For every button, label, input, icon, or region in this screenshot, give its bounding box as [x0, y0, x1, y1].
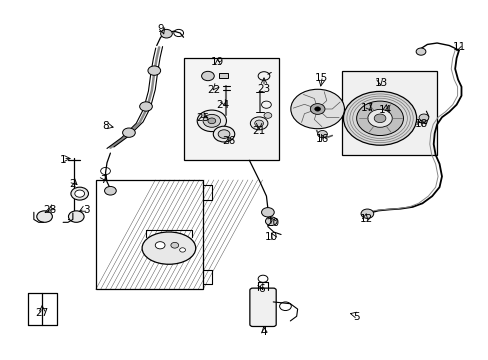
- Text: 16: 16: [315, 134, 328, 144]
- Text: 17: 17: [360, 103, 373, 113]
- Text: 12: 12: [359, 215, 372, 224]
- Text: 27: 27: [36, 309, 49, 318]
- Text: 1: 1: [60, 155, 66, 165]
- Text: 18: 18: [413, 120, 427, 129]
- Circle shape: [250, 117, 267, 130]
- Circle shape: [213, 126, 234, 142]
- Text: 22: 22: [207, 85, 221, 95]
- Circle shape: [367, 109, 391, 127]
- Circle shape: [140, 102, 152, 111]
- Circle shape: [160, 30, 172, 38]
- Circle shape: [148, 66, 160, 75]
- Circle shape: [310, 104, 325, 114]
- Circle shape: [418, 114, 428, 121]
- Circle shape: [37, 211, 52, 222]
- Circle shape: [71, 187, 88, 200]
- Circle shape: [356, 101, 403, 135]
- Text: 9: 9: [157, 24, 163, 35]
- Text: 13: 13: [374, 78, 387, 88]
- Circle shape: [122, 128, 135, 137]
- Ellipse shape: [142, 232, 195, 264]
- Text: 14: 14: [379, 105, 392, 115]
- Text: 26: 26: [222, 136, 235, 146]
- Text: 28: 28: [43, 206, 56, 216]
- Circle shape: [314, 107, 320, 111]
- Text: 24: 24: [216, 100, 229, 110]
- Text: 10: 10: [264, 232, 277, 242]
- Text: 19: 19: [211, 57, 224, 67]
- Text: 4: 4: [260, 327, 267, 337]
- Bar: [341, 71, 436, 155]
- Text: 15: 15: [314, 73, 327, 83]
- Bar: [183, 58, 278, 160]
- Circle shape: [290, 89, 344, 129]
- Circle shape: [254, 120, 263, 127]
- Circle shape: [104, 186, 116, 195]
- Circle shape: [197, 110, 226, 132]
- Text: 21: 21: [252, 126, 265, 135]
- Circle shape: [265, 217, 277, 226]
- FancyBboxPatch shape: [249, 288, 276, 327]
- Text: 5: 5: [353, 312, 359, 322]
- Circle shape: [373, 114, 385, 123]
- Circle shape: [68, 211, 84, 222]
- Circle shape: [360, 209, 373, 219]
- Text: 7: 7: [100, 175, 106, 185]
- Circle shape: [155, 242, 164, 249]
- Circle shape: [179, 248, 185, 252]
- Text: 8: 8: [102, 121, 109, 131]
- Circle shape: [317, 131, 327, 138]
- Circle shape: [201, 71, 214, 81]
- Circle shape: [264, 113, 271, 118]
- Bar: [96, 180, 203, 289]
- Text: 11: 11: [451, 42, 465, 52]
- Circle shape: [170, 242, 178, 248]
- Text: 23: 23: [257, 84, 270, 94]
- Circle shape: [261, 208, 274, 217]
- Text: 25: 25: [196, 113, 209, 123]
- Circle shape: [415, 48, 425, 55]
- Circle shape: [203, 114, 220, 127]
- Text: 2: 2: [69, 179, 76, 189]
- Text: 3: 3: [82, 206, 89, 216]
- Circle shape: [207, 118, 215, 124]
- Text: 20: 20: [265, 218, 279, 228]
- Circle shape: [343, 91, 416, 145]
- Text: 6: 6: [258, 284, 264, 294]
- Circle shape: [75, 190, 84, 197]
- Circle shape: [218, 130, 229, 138]
- Bar: [219, 73, 227, 78]
